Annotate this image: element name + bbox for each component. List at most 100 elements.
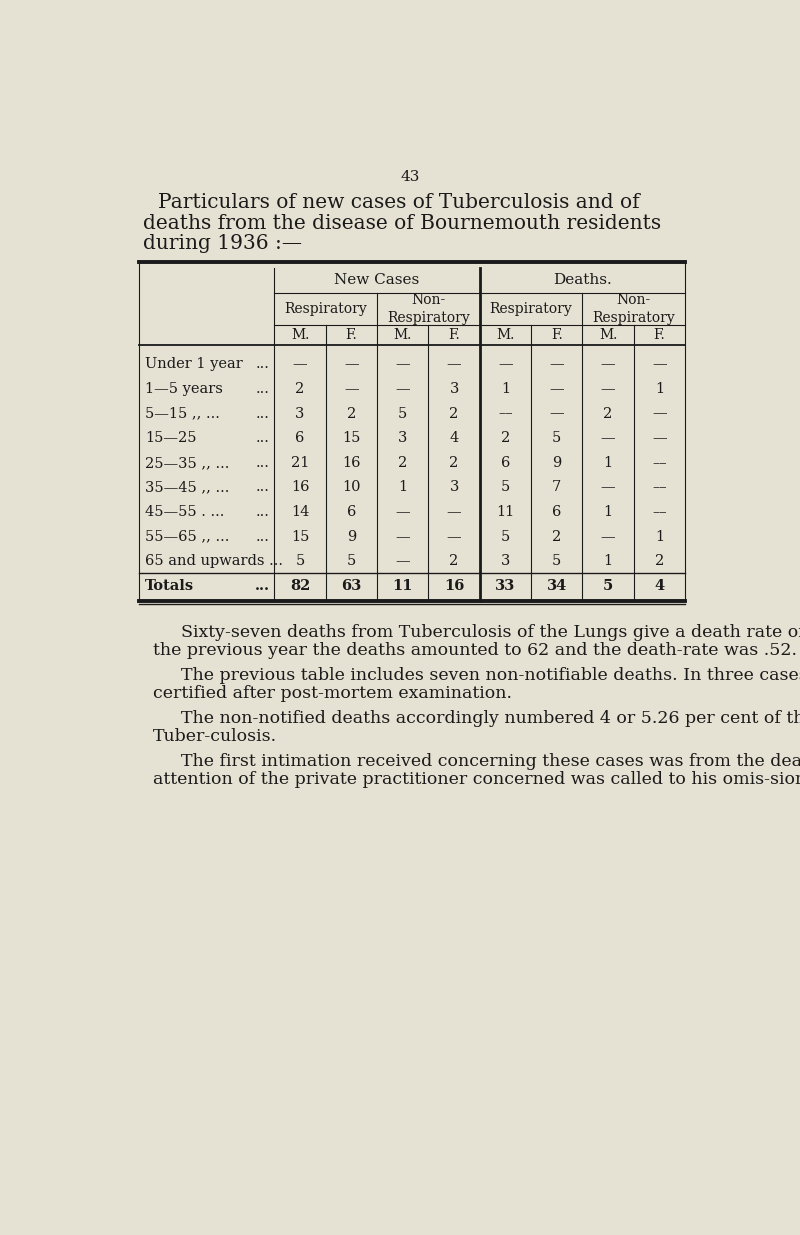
Text: —: — bbox=[550, 382, 564, 396]
Text: Tuber-culosis.: Tuber-culosis. bbox=[153, 727, 277, 745]
Text: F.: F. bbox=[654, 329, 666, 342]
Text: —: — bbox=[395, 555, 410, 568]
Text: 2: 2 bbox=[450, 406, 458, 421]
Text: 5: 5 bbox=[346, 555, 356, 568]
Text: —: — bbox=[601, 480, 615, 494]
Text: 3: 3 bbox=[501, 555, 510, 568]
Text: 34: 34 bbox=[546, 579, 567, 593]
Text: —: — bbox=[601, 357, 615, 372]
Text: —: — bbox=[601, 431, 615, 445]
Text: 2: 2 bbox=[398, 456, 407, 469]
Text: 4: 4 bbox=[654, 579, 665, 593]
Text: 5—15 ,, ...: 5—15 ,, ... bbox=[145, 406, 220, 421]
Text: M.: M. bbox=[496, 329, 514, 342]
Text: 2: 2 bbox=[501, 431, 510, 445]
Text: 2: 2 bbox=[295, 382, 305, 396]
Text: F.: F. bbox=[448, 329, 460, 342]
Text: 1: 1 bbox=[655, 382, 664, 396]
Text: —: — bbox=[601, 382, 615, 396]
Text: 3: 3 bbox=[450, 382, 458, 396]
Text: —: — bbox=[498, 357, 513, 372]
Text: —: — bbox=[550, 357, 564, 372]
Text: Non-
Respiratory: Non- Respiratory bbox=[593, 294, 675, 325]
Text: Sixty-seven deaths from Tuberculosis of the Lungs give a death rate of .56 per t: Sixty-seven deaths from Tuberculosis of … bbox=[182, 624, 800, 641]
Text: New Cases: New Cases bbox=[334, 273, 420, 288]
Text: —: — bbox=[446, 357, 462, 372]
Text: 15: 15 bbox=[291, 530, 310, 543]
Text: 16: 16 bbox=[444, 579, 464, 593]
Text: M.: M. bbox=[599, 329, 618, 342]
Text: —: — bbox=[652, 357, 666, 372]
Text: 33: 33 bbox=[495, 579, 515, 593]
Text: 1—5 years: 1—5 years bbox=[145, 382, 223, 396]
Text: ––: –– bbox=[652, 505, 667, 519]
Text: The non-notified deaths accordingly numbered 4 or 5.26 per cent of the total of : The non-notified deaths accordingly numb… bbox=[182, 710, 800, 727]
Text: 9: 9 bbox=[552, 456, 562, 469]
Text: deaths from the disease of Bournemouth residents: deaths from the disease of Bournemouth r… bbox=[142, 214, 661, 232]
Text: ...: ... bbox=[256, 357, 270, 372]
Text: 25—35 ,, ...: 25—35 ,, ... bbox=[145, 456, 230, 469]
Text: 2: 2 bbox=[346, 406, 356, 421]
Text: Respiratory: Respiratory bbox=[284, 303, 367, 316]
Text: 3: 3 bbox=[295, 406, 305, 421]
Text: —: — bbox=[293, 357, 307, 372]
Text: 14: 14 bbox=[291, 505, 310, 519]
Text: certified after post-mortem examination.: certified after post-mortem examination. bbox=[153, 685, 512, 701]
Text: ...: ... bbox=[256, 480, 270, 494]
Text: 4: 4 bbox=[450, 431, 458, 445]
Text: M.: M. bbox=[394, 329, 412, 342]
Text: 5: 5 bbox=[501, 530, 510, 543]
Text: Deaths.: Deaths. bbox=[553, 273, 612, 288]
Text: 2: 2 bbox=[603, 406, 613, 421]
Text: ...: ... bbox=[256, 382, 270, 396]
Text: —: — bbox=[344, 357, 358, 372]
Text: 7: 7 bbox=[552, 480, 562, 494]
Text: 10: 10 bbox=[342, 480, 361, 494]
Text: 2: 2 bbox=[552, 530, 562, 543]
Text: —: — bbox=[395, 530, 410, 543]
Text: ...: ... bbox=[254, 579, 270, 593]
Text: —: — bbox=[550, 406, 564, 421]
Text: the previous year the deaths amounted to 62 and the death-rate was .52.: the previous year the deaths amounted to… bbox=[153, 642, 797, 658]
Text: Respiratory: Respiratory bbox=[490, 303, 573, 316]
Text: 5: 5 bbox=[552, 555, 562, 568]
Text: Particulars of new cases of Tuberculosis and of: Particulars of new cases of Tuberculosis… bbox=[158, 193, 640, 212]
Text: 6: 6 bbox=[295, 431, 305, 445]
Text: —: — bbox=[344, 382, 358, 396]
Text: 82: 82 bbox=[290, 579, 310, 593]
Text: 55—65 ,, ...: 55—65 ,, ... bbox=[145, 530, 230, 543]
Text: The first intimation received concerning these cases was from the death returns,: The first intimation received concerning… bbox=[182, 753, 800, 771]
Text: —: — bbox=[652, 431, 666, 445]
Text: ...: ... bbox=[256, 530, 270, 543]
Text: ...: ... bbox=[256, 406, 270, 421]
Text: —: — bbox=[395, 357, 410, 372]
Text: 21: 21 bbox=[291, 456, 310, 469]
Text: 5: 5 bbox=[552, 431, 562, 445]
Text: 3: 3 bbox=[398, 431, 407, 445]
Text: The previous table includes seven non-notifiable deaths. In three cases the deat: The previous table includes seven non-no… bbox=[182, 667, 800, 684]
Text: —: — bbox=[395, 505, 410, 519]
Text: 65 and upwards ...: 65 and upwards ... bbox=[145, 555, 283, 568]
Text: 11: 11 bbox=[393, 579, 413, 593]
Text: 2: 2 bbox=[450, 555, 458, 568]
Text: ––: –– bbox=[498, 406, 513, 421]
Text: 6: 6 bbox=[501, 456, 510, 469]
Text: 9: 9 bbox=[346, 530, 356, 543]
Text: M.: M. bbox=[291, 329, 310, 342]
Text: 43: 43 bbox=[400, 169, 420, 184]
Text: 15: 15 bbox=[342, 431, 361, 445]
Text: 5: 5 bbox=[501, 480, 510, 494]
Text: Under 1 year: Under 1 year bbox=[145, 357, 242, 372]
Text: 6: 6 bbox=[346, 505, 356, 519]
Text: 1: 1 bbox=[501, 382, 510, 396]
Text: 16: 16 bbox=[342, 456, 361, 469]
Text: 3: 3 bbox=[450, 480, 458, 494]
Text: —: — bbox=[652, 406, 666, 421]
Text: ...: ... bbox=[256, 456, 270, 469]
Text: ...: ... bbox=[256, 505, 270, 519]
Text: 5: 5 bbox=[398, 406, 407, 421]
Text: 1: 1 bbox=[603, 555, 613, 568]
Text: —: — bbox=[446, 530, 462, 543]
Text: 2: 2 bbox=[450, 456, 458, 469]
Text: 1: 1 bbox=[655, 530, 664, 543]
